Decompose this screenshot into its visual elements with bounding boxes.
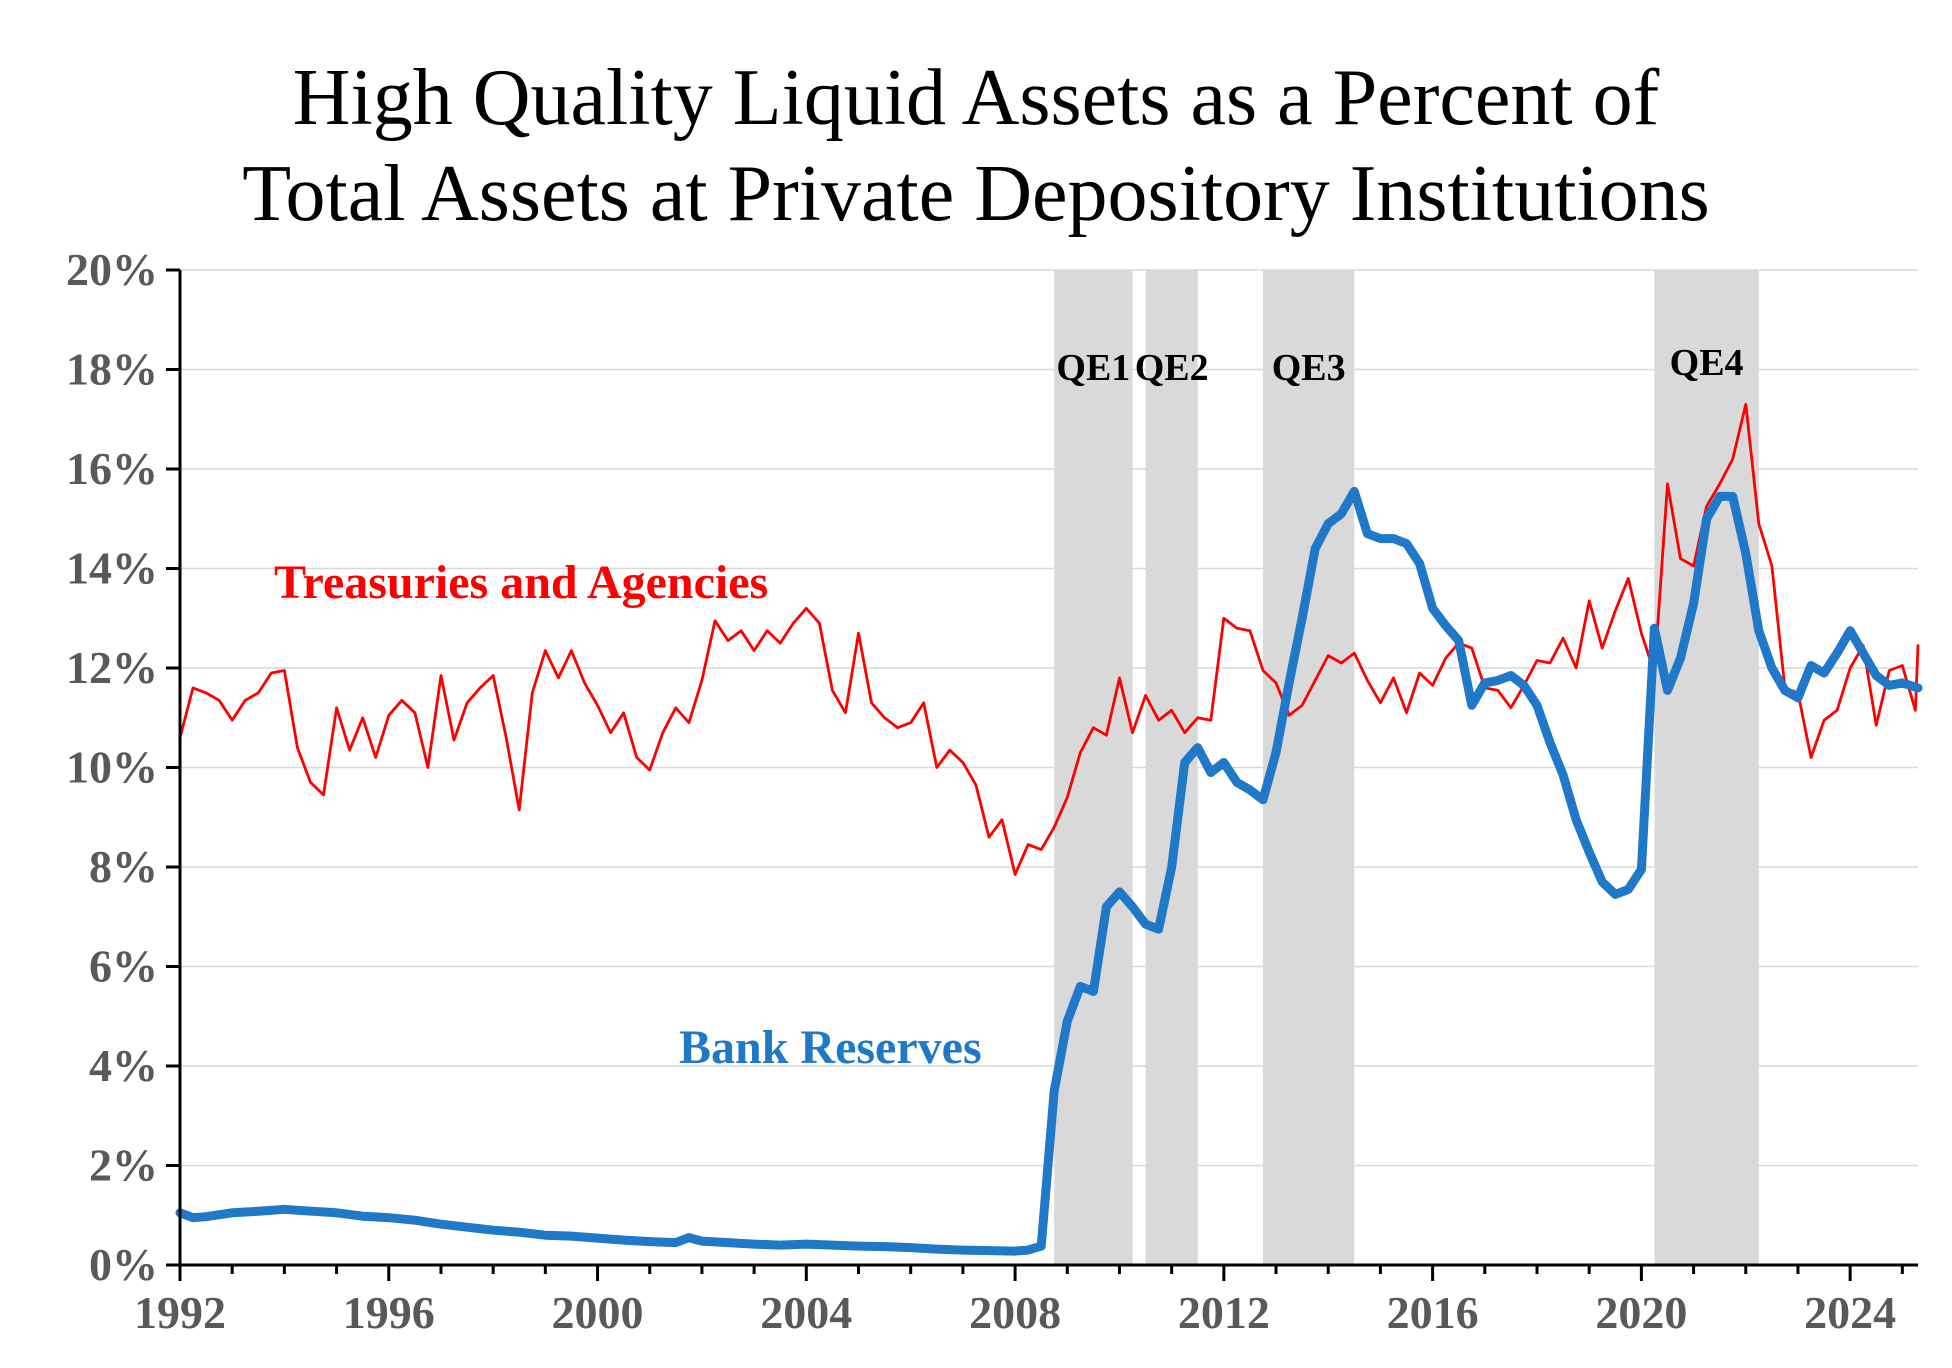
qe-label-qe3: QE3: [1272, 347, 1346, 389]
x-tick-label: 2004: [760, 1287, 852, 1338]
y-tick-label: 4%: [89, 1040, 158, 1091]
y-tick-label: 2%: [89, 1140, 158, 1191]
qe-label-qe2: QE2: [1135, 347, 1209, 389]
chart-title-line-2: Total Assets at Private Depository Insti…: [242, 150, 1710, 238]
y-tick-label: 18%: [66, 344, 158, 395]
y-tick-label: 12%: [66, 642, 158, 693]
y-tick-label: 8%: [89, 841, 158, 892]
y-tick-label: 14%: [66, 543, 158, 594]
chart-title-line-1: High Quality Liquid Assets as a Percent …: [292, 54, 1660, 142]
x-axis-ticks: 1992 1996 2000 2004 2008 2012 2016 2020 2024: [134, 1265, 1904, 1338]
y-tick-label: 16%: [66, 443, 158, 494]
x-tick-label: 2000: [552, 1287, 644, 1338]
x-tick-label: 2008: [969, 1287, 1061, 1338]
x-tick-label: 1996: [343, 1287, 435, 1338]
series-line-treasuries-and-agencies: [178, 402, 1920, 876]
y-tick-label: 0%: [89, 1239, 158, 1290]
x-tick-label: 2024: [1804, 1287, 1896, 1338]
x-tick-label: 2016: [1387, 1287, 1479, 1338]
y-tick-label: 6%: [89, 941, 158, 992]
x-tick-label: 2012: [1178, 1287, 1270, 1338]
data-series: [175, 402, 1923, 1256]
qe-labels: QE1 QE2 QE3 QE4: [1056, 342, 1743, 389]
qe-label-qe1: QE1: [1056, 347, 1130, 389]
chart-title: High Quality Liquid Assets as a Percent …: [0, 50, 1952, 242]
horizontal-gridlines: [180, 269, 1918, 1167]
x-tick-label: 1992: [134, 1287, 226, 1338]
bank-reserves-series-label: Bank Reserves: [679, 1021, 982, 1074]
series-line-bank-reserves: [175, 486, 1923, 1256]
y-axis-ticks: 0% 2% 4% 6% 8% 10% 12% 14% 16% 18% 20%: [66, 244, 180, 1290]
y-tick-label: 20%: [66, 244, 158, 295]
y-tick-label: 10%: [66, 742, 158, 793]
qe-label-qe4: QE4: [1670, 342, 1744, 384]
treasuries-series-label: Treasuries and Agencies: [274, 556, 768, 609]
x-tick-label: 2020: [1595, 1287, 1687, 1338]
